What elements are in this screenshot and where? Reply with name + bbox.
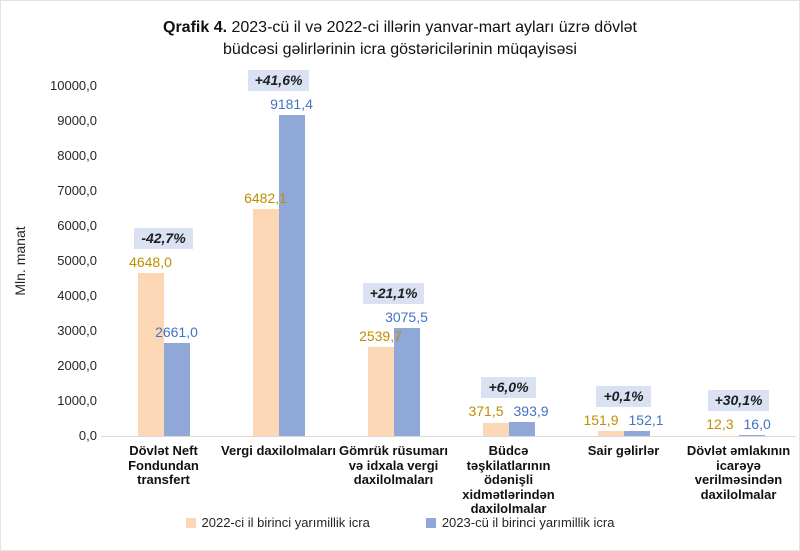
category-label: Dövlət əmlakının icarəyə verilməsindən d… (686, 443, 791, 502)
y-tick-label: 2000,0 (57, 358, 97, 373)
x-axis-line (101, 436, 796, 437)
y-tick-label: 7000,0 (57, 183, 97, 198)
bar-value-label: 4648,0 (129, 254, 172, 271)
y-tick-label: 5000,0 (57, 253, 97, 268)
bar-2022 (137, 273, 164, 436)
y-tick-label: 4000,0 (57, 288, 97, 303)
bar-value-label: 393,9 (513, 403, 549, 420)
y-axis-title: Mln. manat (12, 226, 28, 296)
bar-value-label: 12,3 (706, 416, 734, 433)
chart-title-line1-rest: 2023-cü il və 2022-ci illərin yanvar-mar… (227, 19, 637, 36)
bar-2023 (393, 328, 420, 436)
bar-2022 (367, 347, 394, 436)
legend-label: 2023-cü il birinci yarımillik icra (441, 515, 615, 530)
change-badge: +0,1% (596, 385, 651, 407)
chart-title-line1: Qrafik 4. 2023-cü il və 2022-ci illərin … (1, 17, 799, 39)
y-tick-label: 8000,0 (57, 148, 97, 163)
change-badge-wrap: +0,1% (569, 385, 679, 407)
legend-swatch (425, 517, 436, 528)
change-badge-wrap: -42,7% (109, 228, 219, 250)
change-badge: +41,6% (247, 69, 310, 91)
change-badge-wrap: +30,1% (684, 390, 794, 412)
bar-2022 (712, 435, 739, 436)
category-label: Vergi daxilolmaları (221, 443, 336, 458)
bar-2023 (278, 114, 305, 436)
change-badge: +6,0% (481, 377, 536, 399)
category-label: Büdcə təşkilatlarının ödənişli xidmətlər… (462, 443, 555, 516)
change-badge-wrap: +6,0% (454, 377, 564, 399)
bar-value-label: 9181,4 (270, 95, 313, 112)
category-label: Dövlət Neft Fondundan transfert (128, 443, 199, 487)
y-tick-label: 6000,0 (57, 218, 97, 233)
bar-2022 (597, 430, 624, 436)
change-badge: -42,7% (134, 228, 193, 250)
bar-value-label: 6482,1 (244, 190, 287, 207)
bar-value-label: 371,5 (468, 403, 504, 420)
legend-item: 2022-ci il birinci yarımillik icra (185, 515, 370, 530)
chart-title-line2: büdcəsi gəlirlərinin icra göstəricilərin… (223, 41, 577, 58)
bar-2022 (482, 422, 509, 436)
chart-title-prefix: Qrafik 4. (163, 19, 228, 36)
chart-title: Qrafik 4. 2023-cü il və 2022-ci illərin … (1, 17, 799, 61)
bar-value-label: 151,9 (583, 411, 619, 428)
y-tick-label: 1000,0 (57, 393, 97, 408)
category-label: Sair gəlirlər (587, 443, 660, 458)
y-tick-label: 3000,0 (57, 323, 97, 338)
bar-value-label: 152,1 (628, 411, 664, 428)
legend-label: 2022-ci il birinci yarımillik icra (201, 515, 370, 530)
y-tick-label: 10000,0 (50, 78, 97, 93)
bar-value-label: 2539,7 (359, 328, 402, 345)
change-badge-wrap: +41,6% (224, 69, 334, 91)
legend: 2022-ci il birinci yarımillik icra 2023-c… (1, 515, 799, 530)
bar-value-label-row: 371,5 393,9 (439, 403, 579, 419)
bar-value-label-row: 151,9 152,1 (554, 412, 694, 428)
bar-2023 (738, 435, 765, 436)
bar-2023 (163, 342, 190, 436)
bar-value-label: 16,0 (743, 416, 771, 433)
legend-swatch (185, 517, 196, 528)
bar-2022 (252, 209, 279, 436)
bar-2023 (508, 422, 535, 436)
change-badge: +21,1% (362, 283, 425, 305)
legend-item: 2023-cü il birinci yarımillik icra (425, 515, 615, 530)
bar-value-label-row: 12,3 16,0 (669, 416, 800, 432)
bar-value-label: 3075,5 (385, 309, 428, 326)
bar-2023 (623, 430, 650, 436)
y-tick-label: 9000,0 (57, 113, 97, 128)
change-badge: +30,1% (707, 390, 770, 412)
y-tick-label: 0,0 (78, 428, 97, 443)
change-badge-wrap: +21,1% (339, 283, 449, 305)
bar-value-label: 2661,0 (155, 323, 198, 340)
category-label: Gömrük rüsumarı və idxala vergi daxilolm… (338, 443, 449, 487)
